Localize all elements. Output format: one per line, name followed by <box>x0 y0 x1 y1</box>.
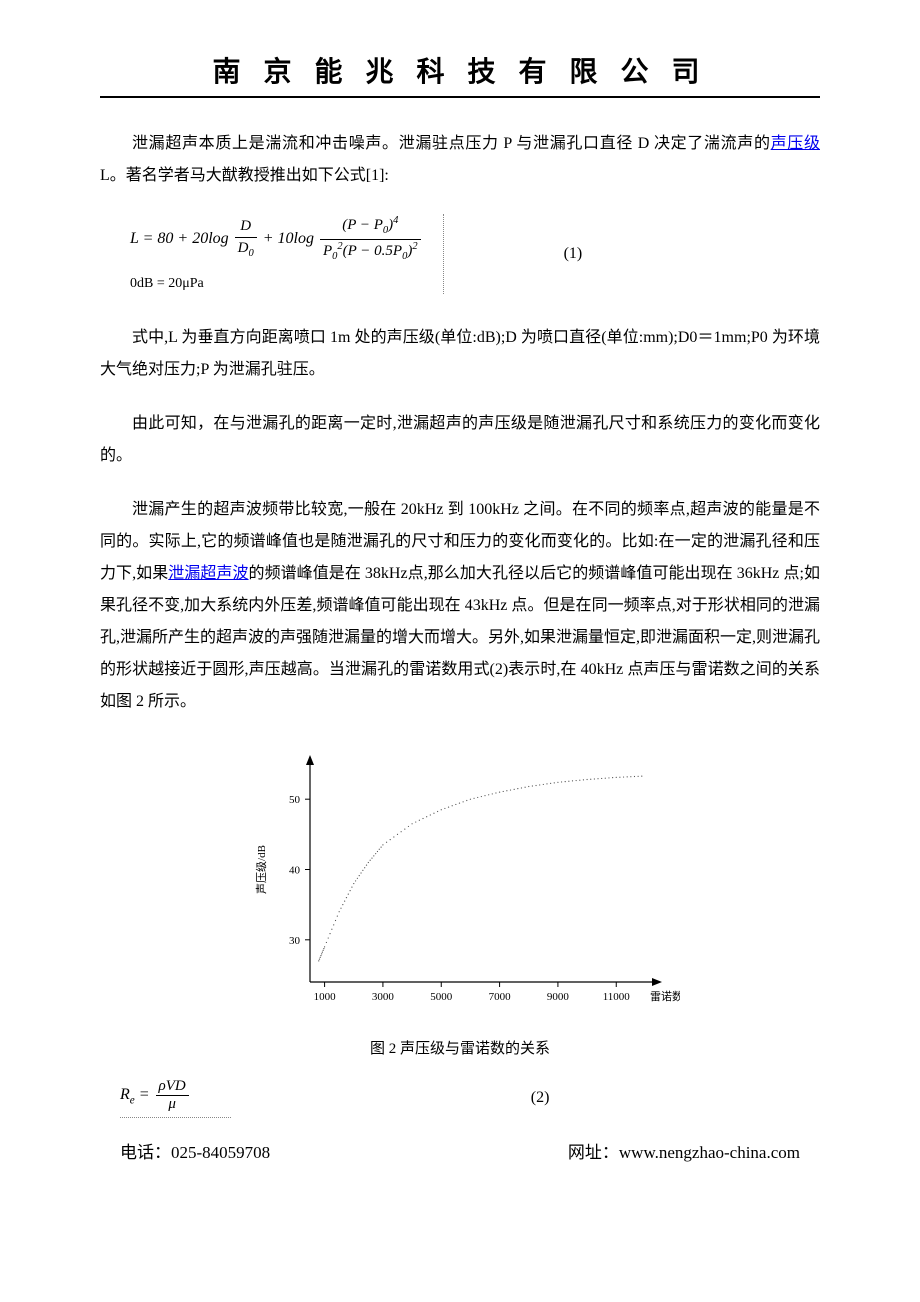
eq1-frac2: (P − P0)4 P02(P − 0.5P0)2 <box>320 214 421 264</box>
company-header: 南 京 能 兆 科 技 有 限 公 司 <box>100 50 820 90</box>
svg-text:30: 30 <box>289 935 301 947</box>
p4-text-b: 的频谱峰值是在 38kHz点,那么加大孔径以后它的频谱峰值可能出现在 36kHz… <box>100 565 820 710</box>
svg-text:11000: 11000 <box>603 991 631 1003</box>
svg-text:7000: 7000 <box>489 991 512 1003</box>
eq1-middle: + 10log <box>263 230 314 247</box>
paragraph-3: 由此可知，在与泄漏孔的距离一定时,泄漏超声的声压级是随泄漏孔尺寸和系统压力的变化… <box>100 408 820 472</box>
paragraph-4: 泄漏产生的超声波频带比较宽,一般在 20kHz 到 100kHz 之间。在不同的… <box>100 494 820 718</box>
svg-text:40: 40 <box>289 864 301 876</box>
page-footer: 电话：025-84059708 网址：www.nengzhao-china.co… <box>100 1138 820 1163</box>
svg-text:9000: 9000 <box>547 991 570 1003</box>
equation-2-body: Re = ρVD μ <box>120 1078 231 1118</box>
eq1-frac1-num: D <box>235 216 257 238</box>
leak-ultrasonic-link[interactable]: 泄漏超声波 <box>168 565 248 582</box>
figure-2-caption: 图 2 声压级与雷诺数的关系 <box>100 1037 820 1058</box>
eq1-prefix: L = 80 + 20log <box>130 230 229 247</box>
eq1-frac2-den: P02(P − 0.5P0)2 <box>320 240 421 265</box>
eq1-frac1: D D0 <box>235 216 257 262</box>
p1-text-b: L。著名学者马大猷教授推出如下公式[1]: <box>100 167 389 184</box>
header-rule <box>100 96 820 98</box>
document-page: 南 京 能 兆 科 技 有 限 公 司 泄漏超声本质上是湍流和冲击噪声。泄漏驻点… <box>0 0 920 1193</box>
footer-phone: 电话：025-84059708 <box>120 1138 270 1163</box>
svg-text:50: 50 <box>289 794 301 806</box>
footer-web: 网址：www.nengzhao-china.com <box>568 1138 800 1163</box>
svg-text:3000: 3000 <box>372 991 395 1003</box>
equation-1-block: L = 80 + 20log D D0 + 10log (P − P0)4 P0… <box>130 214 820 294</box>
eq1-frac1-den: D0 <box>235 238 257 262</box>
svg-text:5000: 5000 <box>430 991 453 1003</box>
sound-pressure-level-link[interactable]: 声压级 <box>771 135 820 152</box>
equation-2-block: Re = ρVD μ (2) <box>120 1078 820 1118</box>
svg-text:声压级/dB: 声压级/dB <box>254 845 268 894</box>
eq2-number: (2) <box>531 1089 550 1107</box>
equation-1-body: L = 80 + 20log D D0 + 10log (P − P0)4 P0… <box>130 214 444 294</box>
figure-2-container: 30 40 50 1000 3000 5000 7000 9000 11000 雷诺数 Re 声压级… <box>100 742 820 1027</box>
eq1-subline: 0dB = 20μPa <box>130 274 423 294</box>
paragraph-1: 泄漏超声本质上是湍流和冲击噪声。泄漏驻点压力 P 与泄漏孔口直径 D 决定了湍流… <box>100 128 820 192</box>
svg-text:雷诺数 Re: 雷诺数 Re <box>650 990 680 1003</box>
svg-text:1000: 1000 <box>314 991 337 1003</box>
eq1-number: (1) <box>564 245 583 263</box>
p1-text-a: 泄漏超声本质上是湍流和冲击噪声。泄漏驻点压力 P 与泄漏孔口直径 D 决定了湍流… <box>132 135 771 152</box>
figure-2-chart: 30 40 50 1000 3000 5000 7000 9000 11000 雷诺数 Re 声压级… <box>240 742 680 1022</box>
eq1-frac2-num: (P − P0)4 <box>320 214 421 240</box>
paragraph-2: 式中,L 为垂直方向距离喷口 1m 处的声压级(单位:dB);D 为喷口直径(单… <box>100 322 820 386</box>
